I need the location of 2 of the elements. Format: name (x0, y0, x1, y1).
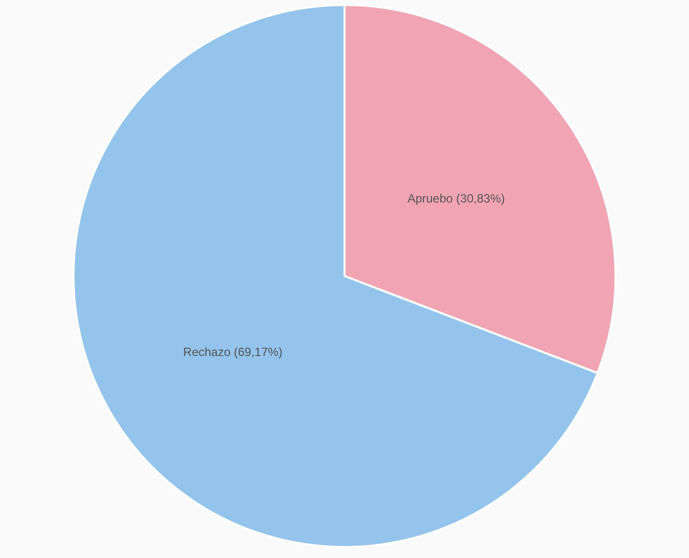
slice-label: Rechazo (69,17%) (183, 345, 283, 360)
slice-label: Apruebo (30,83%) (407, 192, 505, 206)
